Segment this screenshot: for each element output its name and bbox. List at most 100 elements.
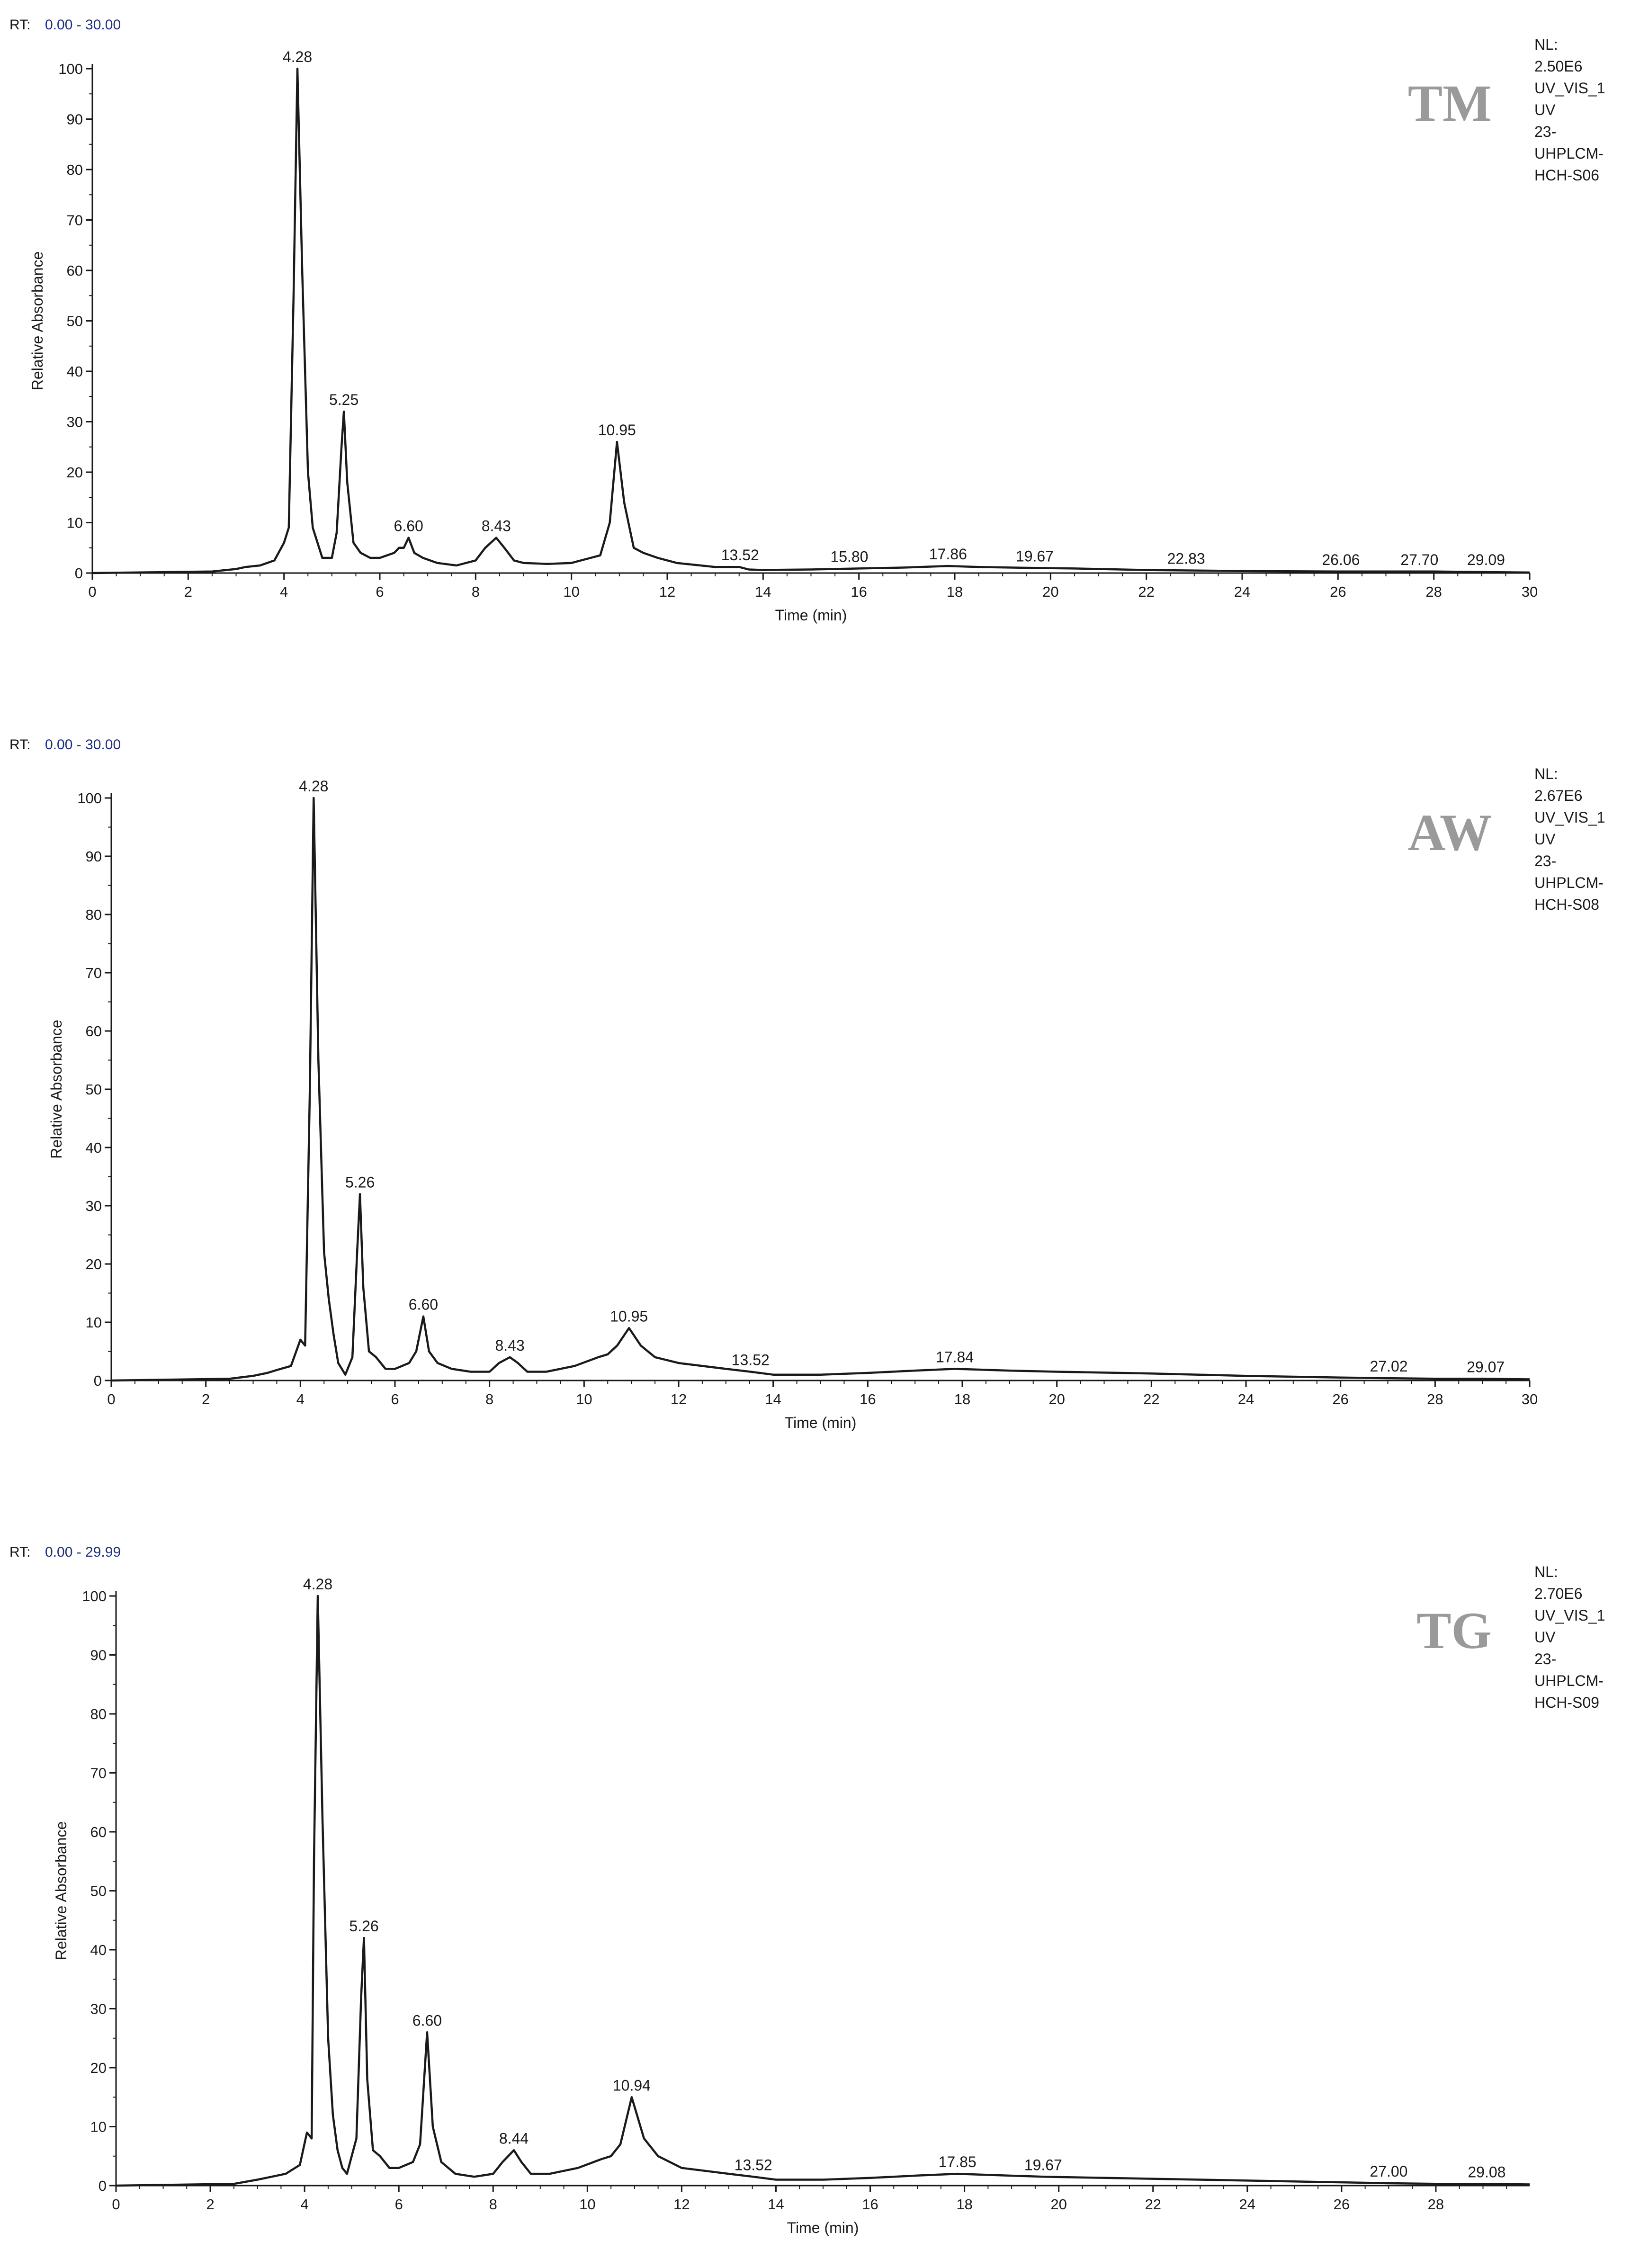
peak-label: 6.60 bbox=[394, 517, 423, 534]
info-line: NL: bbox=[1534, 765, 1558, 782]
peak-label: 10.95 bbox=[598, 421, 636, 439]
x-tick-label: 2 bbox=[206, 2196, 214, 2213]
x-tick-label: 12 bbox=[673, 2196, 690, 2213]
y-tick-label: 100 bbox=[77, 790, 102, 807]
info-line: HCH-S06 bbox=[1534, 167, 1599, 184]
info-line: UHPLCM- bbox=[1534, 145, 1604, 162]
x-tick-label: 8 bbox=[485, 1391, 493, 1407]
y-tick-label: 30 bbox=[67, 414, 83, 430]
x-tick-label: 14 bbox=[768, 2196, 784, 2213]
x-tick-label: 16 bbox=[860, 1391, 876, 1407]
y-tick-label: 70 bbox=[67, 212, 83, 229]
x-tick-label: 8 bbox=[489, 2196, 497, 2213]
info-line: UV bbox=[1534, 1629, 1556, 1646]
x-tick-label: 28 bbox=[1425, 583, 1442, 600]
x-tick-label: 30 bbox=[1522, 1391, 1538, 1407]
x-tick-label: 0 bbox=[112, 2196, 120, 2213]
x-tick-label: 24 bbox=[1239, 2196, 1255, 2213]
y-axis-label: Relative Absorbance bbox=[53, 1821, 70, 1961]
x-tick-label: 16 bbox=[851, 583, 867, 600]
peak-label: 27.02 bbox=[1370, 1358, 1407, 1375]
info-line: NL: bbox=[1534, 36, 1558, 53]
y-tick-label: 0 bbox=[75, 565, 83, 582]
x-axis-label: Time (min) bbox=[775, 607, 847, 624]
info-line: HCH-S08 bbox=[1534, 896, 1599, 913]
y-tick-label: 80 bbox=[67, 161, 83, 178]
y-tick-label: 20 bbox=[86, 1256, 102, 1273]
info-line: 2.50E6 bbox=[1534, 58, 1582, 75]
x-tick-label: 30 bbox=[1522, 583, 1538, 600]
x-axis-label: Time (min) bbox=[787, 2219, 859, 2236]
x-tick-label: 0 bbox=[88, 583, 96, 600]
info-line: HCH-S09 bbox=[1534, 1694, 1599, 1711]
x-tick-label: 4 bbox=[280, 583, 288, 600]
y-tick-label: 60 bbox=[86, 1023, 102, 1040]
info-line: UV_VIS_1 bbox=[1534, 80, 1605, 97]
info-line: UHPLCM- bbox=[1534, 874, 1604, 891]
info-line: UV bbox=[1534, 101, 1556, 118]
x-tick-label: 22 bbox=[1145, 2196, 1161, 2213]
info-line: UV bbox=[1534, 831, 1556, 848]
y-tick-label: 0 bbox=[99, 2178, 107, 2194]
peak-label: 8.43 bbox=[495, 1337, 524, 1354]
chromatogram-trace bbox=[92, 67, 1530, 574]
x-tick-label: 0 bbox=[107, 1391, 115, 1407]
chromatogram-trace bbox=[116, 1595, 1530, 2187]
x-tick-label: 4 bbox=[296, 1391, 305, 1407]
info-line: UV_VIS_1 bbox=[1534, 809, 1605, 826]
chromatogram-trace bbox=[111, 797, 1530, 1382]
x-tick-label: 28 bbox=[1428, 2196, 1444, 2213]
y-tick-label: 0 bbox=[94, 1372, 102, 1389]
y-tick-label: 100 bbox=[58, 61, 83, 77]
peak-label: 5.25 bbox=[329, 391, 358, 408]
y-tick-label: 50 bbox=[86, 1081, 102, 1098]
peak-label: 15.80 bbox=[830, 548, 868, 565]
peak-label: 29.08 bbox=[1468, 2163, 1506, 2180]
peak-label: 26.06 bbox=[1322, 551, 1360, 568]
x-tick-label: 26 bbox=[1332, 1391, 1348, 1407]
x-tick-label: 12 bbox=[671, 1391, 687, 1407]
y-tick-label: 40 bbox=[67, 363, 83, 380]
peak-label: 4.28 bbox=[283, 48, 312, 65]
sample-label: TG bbox=[1416, 1602, 1492, 1659]
x-tick-label: 24 bbox=[1234, 583, 1250, 600]
y-tick-label: 50 bbox=[90, 1883, 107, 1900]
peak-label: 19.67 bbox=[1024, 2156, 1062, 2173]
peak-label: 17.85 bbox=[939, 2153, 977, 2170]
peak-label: 8.43 bbox=[482, 517, 511, 534]
peak-label: 13.52 bbox=[732, 1352, 770, 1369]
sample-label: TM bbox=[1408, 74, 1492, 132]
peak-label: 6.60 bbox=[412, 2012, 442, 2029]
peak-label: 13.52 bbox=[721, 547, 759, 564]
y-axis-label: Relative Absorbance bbox=[29, 251, 46, 391]
x-tick-label: 18 bbox=[947, 583, 963, 600]
y-tick-label: 90 bbox=[90, 1647, 107, 1664]
peak-label: 29.09 bbox=[1467, 551, 1505, 568]
x-tick-label: 10 bbox=[576, 1391, 592, 1407]
rt-label: RT: bbox=[9, 737, 30, 753]
x-tick-label: 6 bbox=[391, 1391, 399, 1407]
x-tick-label: 2 bbox=[202, 1391, 210, 1407]
peak-label: 19.67 bbox=[1016, 547, 1054, 565]
peak-label: 10.95 bbox=[610, 1308, 648, 1325]
rt-range: 0.00 - 29.99 bbox=[45, 1544, 121, 1560]
x-tick-label: 16 bbox=[862, 2196, 878, 2213]
y-tick-label: 10 bbox=[86, 1314, 102, 1331]
y-tick-label: 40 bbox=[90, 1942, 107, 1958]
y-tick-label: 70 bbox=[90, 1765, 107, 1782]
peak-label: 17.86 bbox=[929, 546, 967, 563]
x-tick-label: 6 bbox=[376, 583, 384, 600]
y-tick-label: 10 bbox=[67, 515, 83, 531]
info-line: UV_VIS_1 bbox=[1534, 1607, 1605, 1624]
rt-label: RT: bbox=[9, 1544, 30, 1560]
y-tick-label: 80 bbox=[90, 1706, 107, 1722]
peak-label: 5.26 bbox=[345, 1174, 375, 1191]
rt-range: 0.00 - 30.00 bbox=[45, 737, 121, 753]
y-tick-label: 10 bbox=[90, 2119, 107, 2135]
y-tick-label: 20 bbox=[67, 464, 83, 481]
x-tick-label: 18 bbox=[954, 1391, 970, 1407]
y-tick-label: 20 bbox=[90, 2060, 107, 2076]
x-tick-label: 12 bbox=[659, 583, 675, 600]
